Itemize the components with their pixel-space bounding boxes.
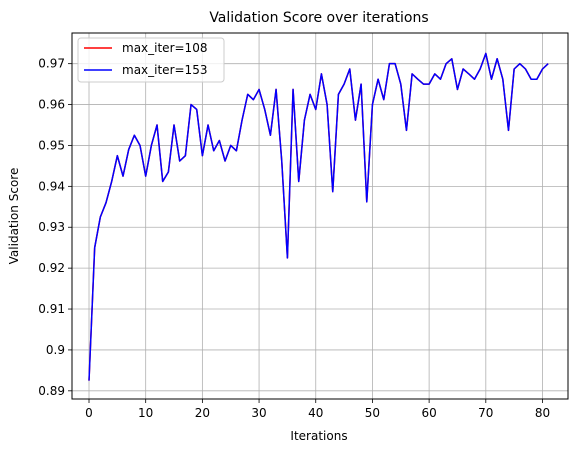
x-tick-label: 80 [535,406,550,420]
y-tick-label: 0.97 [38,57,65,71]
legend: max_iter=108 max_iter=153 [77,37,225,83]
series-line-1 [88,52,549,381]
x-tick-label: 10 [138,406,153,420]
legend-label-0: max_iter=108 [122,41,207,55]
y-axis-ticks: 0.89 0.9 0.91 0.92 0.93 0.94 0.95 0.96 0.97 [38,57,72,398]
x-tick-label: 50 [365,406,380,420]
y-tick-label: 0.91 [38,302,65,316]
legend-label-1: max_iter=153 [122,63,207,77]
x-tick-label: 30 [251,406,266,420]
plot-frame [71,32,569,400]
x-tick-label: 60 [421,406,436,420]
x-axis-title: Iterations [290,429,347,443]
legend-box [77,37,225,83]
x-tick-label: 0 [85,406,93,420]
y-tick-label: 0.92 [38,261,65,275]
y-tick-label: 0.93 [38,220,65,234]
x-tick-label: 70 [478,406,493,420]
y-tick-label: 0.9 [46,343,65,357]
x-axis-ticks: 0 10 20 30 40 50 60 70 80 [85,399,550,420]
y-tick-label: 0.96 [38,98,65,112]
y-tick-label: 0.94 [38,179,65,193]
x-tick-label: 40 [308,406,323,420]
chart-title: Validation Score over iterations [209,10,428,26]
y-tick-label: 0.95 [38,138,65,152]
y-axis-title: Validation Score [7,168,21,265]
grid [72,33,568,399]
y-tick-label: 0.89 [38,384,65,398]
x-tick-label: 20 [195,406,210,420]
series-lines [88,52,549,381]
